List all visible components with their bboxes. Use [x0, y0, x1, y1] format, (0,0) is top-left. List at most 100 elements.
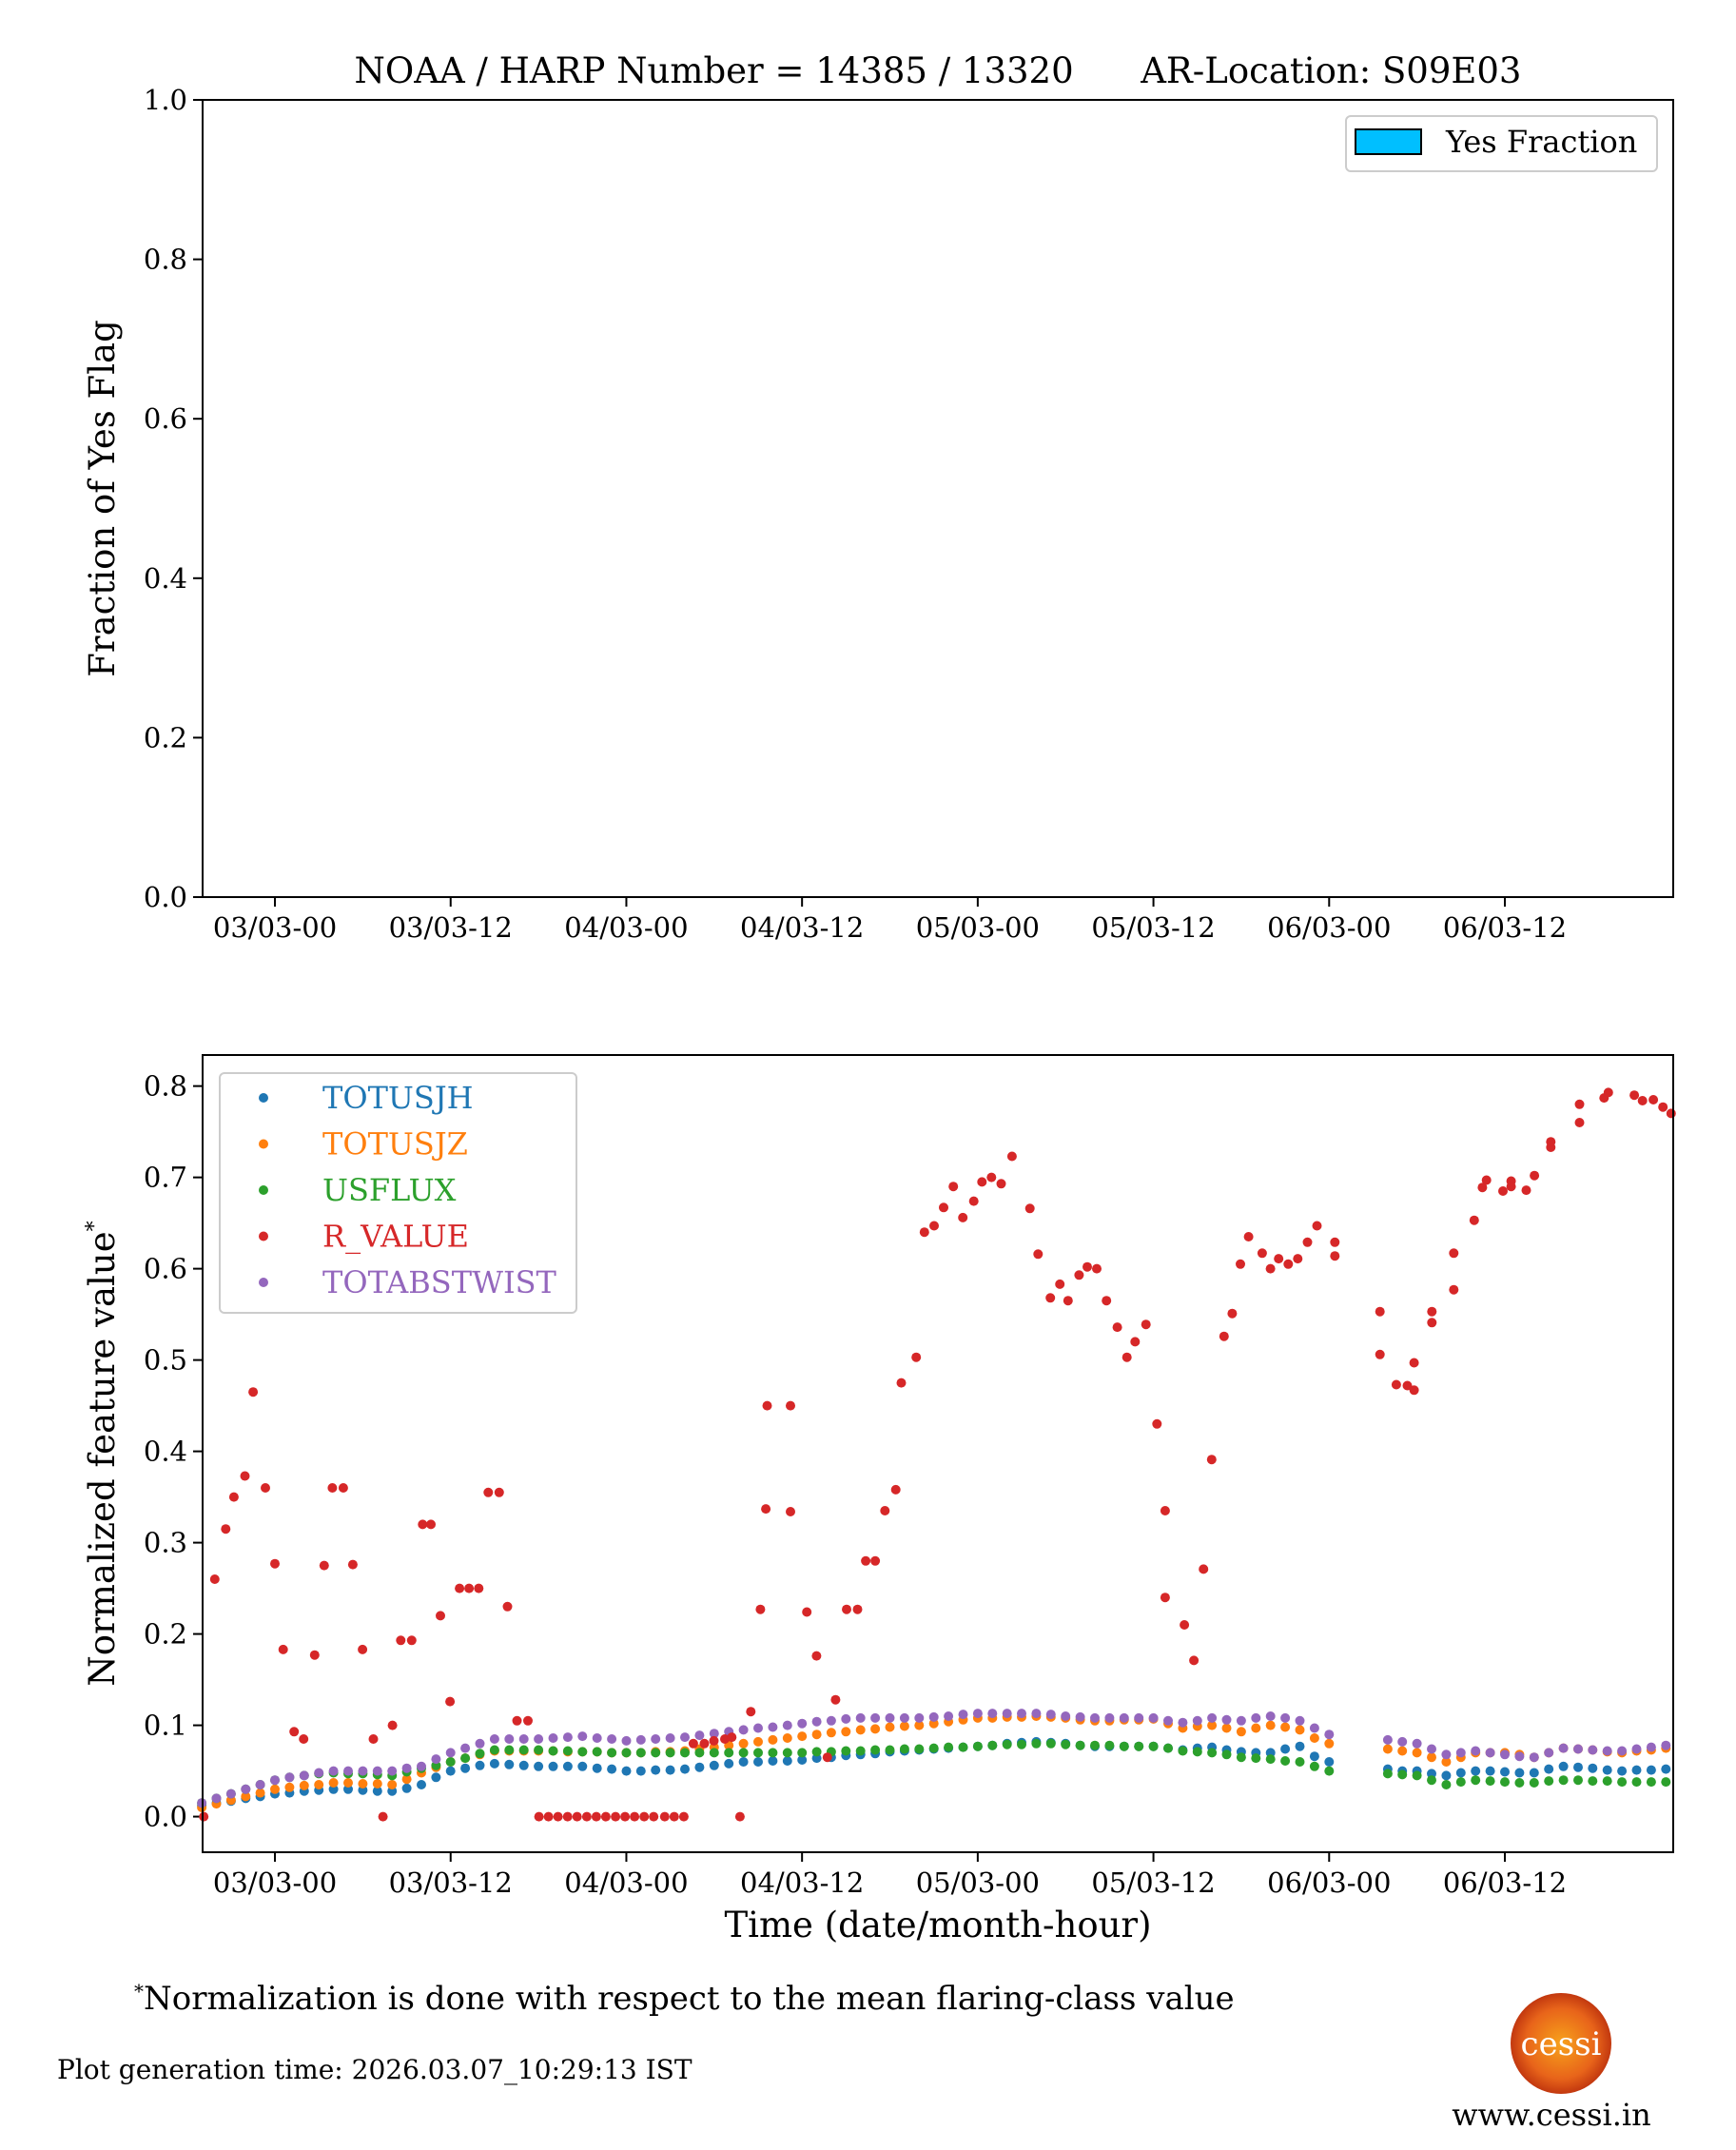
- data-point: [914, 1744, 925, 1754]
- data-point: [639, 1811, 650, 1822]
- data-point: [709, 1729, 719, 1739]
- data-point: [1295, 1715, 1305, 1726]
- data-point: [1441, 1757, 1452, 1767]
- x-tick-label: 03/03-12: [389, 911, 513, 944]
- data-point: [987, 1709, 998, 1719]
- data-point: [1309, 1751, 1319, 1762]
- data-point: [534, 1745, 544, 1755]
- data-point: [211, 1793, 222, 1804]
- data-point: [1075, 1740, 1085, 1750]
- data-point: [1427, 1318, 1437, 1328]
- y-tick-label: 0.6: [144, 402, 187, 435]
- data-point: [1498, 1186, 1508, 1196]
- data-point: [284, 1772, 295, 1783]
- data-point: [241, 1791, 251, 1802]
- data-point: [548, 1761, 558, 1771]
- data-point: [1427, 1306, 1437, 1317]
- data-point: [1514, 1768, 1525, 1778]
- data-point: [1207, 1748, 1218, 1758]
- data-point: [870, 1555, 881, 1566]
- data-point: [1485, 1776, 1495, 1787]
- cessi-logo: cessi: [1511, 1993, 1611, 2094]
- data-point: [1243, 1232, 1254, 1241]
- website-link[interactable]: www.cessi.in: [1452, 2097, 1651, 2133]
- top-chart-ylabel: Fraction of Yes Flag: [82, 320, 123, 677]
- legend-label: TOTUSJH: [322, 1080, 474, 1116]
- data-point: [1280, 1722, 1291, 1732]
- data-point: [621, 1735, 632, 1746]
- data-point: [635, 1748, 646, 1758]
- data-point: [734, 1811, 745, 1822]
- data-point: [753, 1748, 763, 1758]
- data-point: [255, 1780, 265, 1789]
- data-point: [630, 1811, 640, 1822]
- y-tick-label: 0.5: [144, 1344, 187, 1377]
- data-point: [241, 1784, 251, 1794]
- data-point: [1573, 1775, 1583, 1786]
- data-point: [489, 1758, 499, 1769]
- data-point: [738, 1748, 749, 1758]
- data-point: [1309, 1733, 1319, 1743]
- data-point: [665, 1748, 675, 1758]
- data-point: [972, 1709, 983, 1719]
- data-point: [358, 1766, 368, 1776]
- top-chart-title: NOAA / HARP Number = 14385 / 13320 AR-Lo…: [355, 50, 1522, 91]
- legend-marker: [259, 1278, 268, 1287]
- data-point: [1574, 1099, 1585, 1109]
- data-point: [768, 1722, 778, 1732]
- data-point: [426, 1519, 436, 1530]
- y-tick-label: 0.4: [144, 1436, 187, 1468]
- data-point: [797, 1718, 808, 1729]
- data-point: [1631, 1744, 1642, 1754]
- series-totabstwist: [197, 1709, 1671, 1808]
- data-point: [841, 1727, 851, 1737]
- data-point: [1397, 1769, 1408, 1780]
- data-point: [870, 1745, 881, 1755]
- bottom-legend: TOTUSJH TOTUSJZ USFLUX R_VALUE TOTABSTWIST: [219, 1072, 577, 1314]
- data-point: [368, 1734, 379, 1744]
- data-point: [358, 1644, 368, 1654]
- data-point: [762, 1400, 772, 1411]
- data-point: [855, 1725, 866, 1735]
- data-point: [518, 1734, 529, 1744]
- data-point: [1199, 1564, 1209, 1574]
- data-point: [199, 1811, 209, 1822]
- y-tick-label: 1.0: [144, 84, 187, 116]
- top-chart-axes: [202, 99, 1674, 898]
- data-point: [1324, 1757, 1335, 1767]
- data-point: [709, 1760, 719, 1770]
- data-point: [1122, 1352, 1132, 1362]
- data-point: [611, 1811, 621, 1822]
- data-point: [972, 1741, 983, 1751]
- data-point: [502, 1601, 513, 1612]
- data-point: [436, 1611, 445, 1621]
- data-point: [512, 1715, 522, 1726]
- data-point: [1257, 1248, 1267, 1259]
- data-point: [885, 1712, 895, 1723]
- data-point: [738, 1757, 749, 1767]
- data-point: [1506, 1182, 1516, 1192]
- data-point: [591, 1811, 601, 1822]
- data-point: [460, 1753, 471, 1764]
- data-point: [1312, 1221, 1322, 1231]
- data-point: [1588, 1745, 1598, 1755]
- data-point: [870, 1724, 881, 1734]
- data-point: [1558, 1743, 1569, 1753]
- data-point: [1024, 1203, 1035, 1214]
- footnote-asterisk: *: [134, 1980, 144, 2003]
- y-tick-label: 0.1: [144, 1710, 187, 1742]
- data-point: [651, 1765, 661, 1775]
- data-point: [738, 1738, 749, 1749]
- data-point: [343, 1778, 353, 1788]
- data-point: [996, 1179, 1006, 1189]
- data-point: [1471, 1775, 1481, 1786]
- data-point: [504, 1759, 515, 1769]
- y-tick-label: 0.8: [144, 1070, 187, 1103]
- data-point: [1092, 1263, 1102, 1274]
- data-point: [401, 1763, 412, 1773]
- data-point: [299, 1770, 309, 1781]
- data-point: [680, 1764, 690, 1774]
- data-point: [1119, 1741, 1129, 1751]
- data-point: [620, 1811, 631, 1822]
